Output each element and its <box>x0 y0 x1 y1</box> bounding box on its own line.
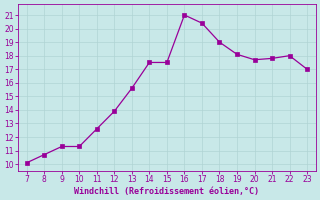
X-axis label: Windchill (Refroidissement éolien,°C): Windchill (Refroidissement éolien,°C) <box>74 187 260 196</box>
